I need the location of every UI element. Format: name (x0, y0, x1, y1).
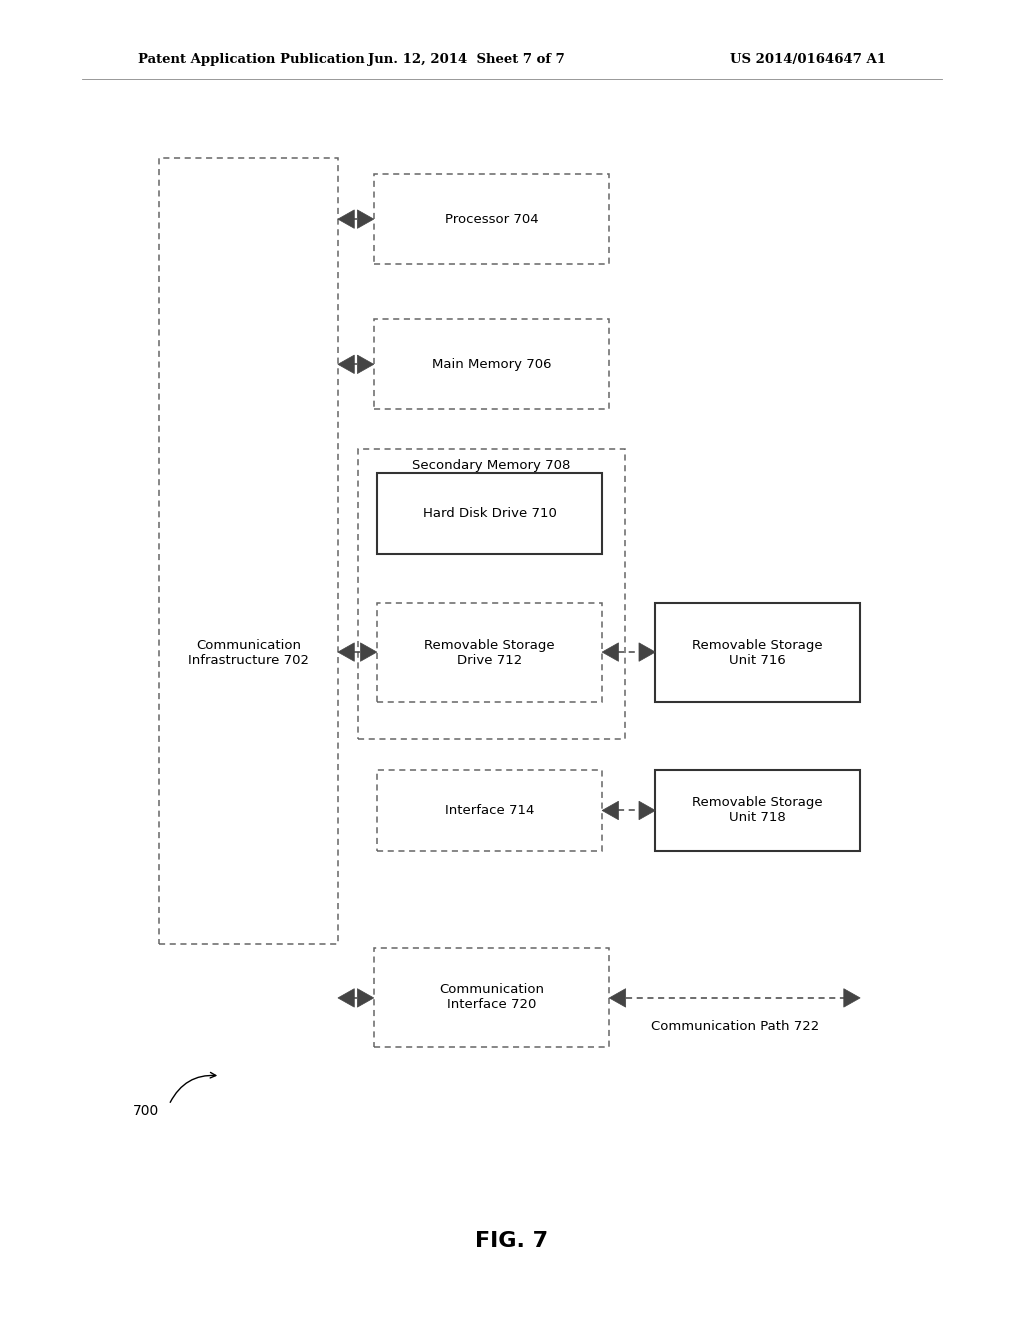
Text: Main Memory 706: Main Memory 706 (432, 358, 551, 371)
Polygon shape (338, 989, 354, 1007)
Text: Processor 704: Processor 704 (444, 213, 539, 226)
Text: Removable Storage
Unit 718: Removable Storage Unit 718 (692, 796, 823, 825)
Polygon shape (639, 643, 655, 661)
Bar (358, 449, 625, 739)
Polygon shape (338, 355, 354, 374)
Text: Secondary Memory 708: Secondary Memory 708 (413, 459, 570, 473)
Text: Removable Storage
Unit 716: Removable Storage Unit 716 (692, 639, 823, 667)
FancyArrowPatch shape (170, 1072, 216, 1102)
Bar (374, 948, 609, 1047)
Polygon shape (602, 801, 618, 820)
Text: Removable Storage
Drive 712: Removable Storage Drive 712 (424, 639, 555, 667)
Text: 700: 700 (132, 1105, 159, 1118)
Polygon shape (602, 643, 618, 661)
Bar (159, 158, 338, 944)
Polygon shape (609, 989, 626, 1007)
Polygon shape (357, 355, 374, 374)
Text: FIG. 7: FIG. 7 (475, 1230, 549, 1251)
Polygon shape (338, 643, 354, 661)
Polygon shape (844, 989, 860, 1007)
Bar (377, 473, 602, 554)
Polygon shape (639, 801, 655, 820)
Text: Interface 714: Interface 714 (444, 804, 535, 817)
Text: US 2014/0164647 A1: US 2014/0164647 A1 (730, 53, 886, 66)
Polygon shape (357, 210, 374, 228)
Text: Patent Application Publication: Patent Application Publication (138, 53, 365, 66)
Text: Jun. 12, 2014  Sheet 7 of 7: Jun. 12, 2014 Sheet 7 of 7 (368, 53, 564, 66)
Bar (655, 770, 860, 851)
Bar (377, 603, 602, 702)
Bar (655, 603, 860, 702)
Text: Communication Path 722: Communication Path 722 (651, 1020, 819, 1034)
Bar (374, 319, 609, 409)
Text: Communication
Infrastructure 702: Communication Infrastructure 702 (187, 639, 309, 668)
Polygon shape (338, 210, 354, 228)
Text: Communication
Interface 720: Communication Interface 720 (439, 983, 544, 1011)
Text: Hard Disk Drive 710: Hard Disk Drive 710 (423, 507, 556, 520)
Polygon shape (357, 989, 374, 1007)
Bar (377, 770, 602, 851)
Bar (374, 174, 609, 264)
Polygon shape (360, 643, 377, 661)
